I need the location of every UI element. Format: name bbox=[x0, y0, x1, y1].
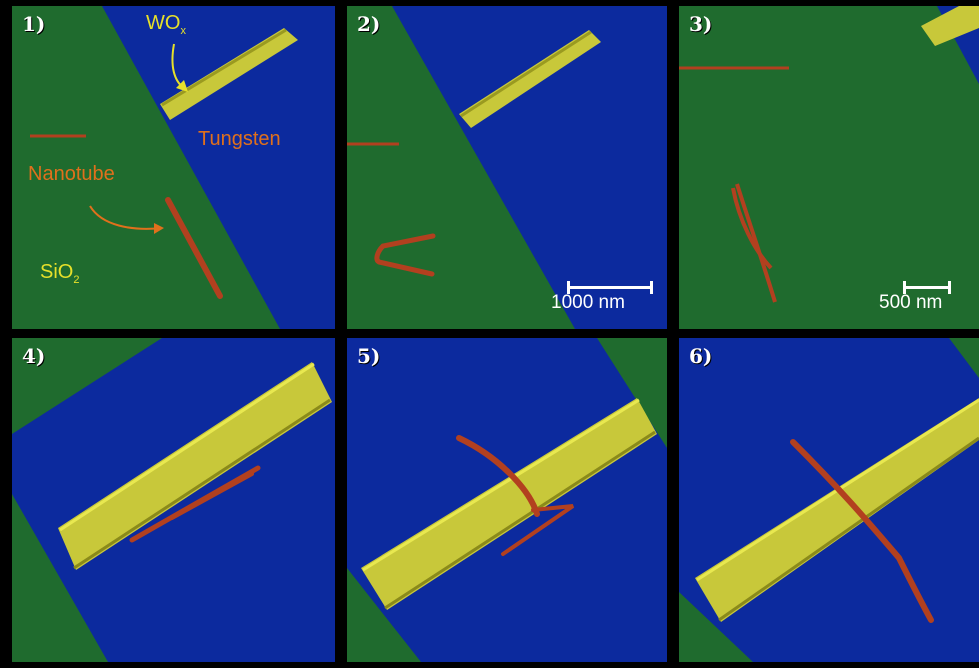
scale-bar-line bbox=[567, 281, 653, 294]
afm-panel-6: 6) bbox=[679, 338, 979, 662]
scale-bar: 1000 nm bbox=[551, 281, 661, 314]
oxide-label-sub: x bbox=[180, 25, 186, 37]
afm-panel-2: 2) 1000 nm bbox=[347, 6, 667, 329]
oxide-label-main: WO bbox=[146, 12, 181, 34]
panel-number: 3) bbox=[689, 12, 713, 36]
substrate-label: SiO2 bbox=[40, 261, 79, 286]
tungsten-label: Tungsten bbox=[198, 128, 281, 150]
oxide-label: WOx bbox=[146, 12, 186, 37]
afm-panel-1: 1) WOx Tungsten Nanotube SiO2 bbox=[12, 6, 335, 329]
panel-number: 6) bbox=[689, 344, 713, 368]
panel-number: 1) bbox=[22, 12, 46, 36]
scale-bar-label: 1000 nm bbox=[551, 292, 625, 313]
afm-panel-4: 4) bbox=[12, 338, 335, 662]
scale-bar-line bbox=[903, 281, 951, 294]
panel-number: 4) bbox=[22, 344, 46, 368]
afm-image-2 bbox=[347, 6, 667, 329]
scale-bar: 500 nm bbox=[879, 281, 979, 314]
nanotube-label: Nanotube bbox=[28, 163, 115, 185]
afm-panel-3: 3) 500 nm bbox=[679, 6, 979, 329]
panel-number: 5) bbox=[357, 344, 381, 368]
afm-image-5 bbox=[347, 338, 667, 662]
substrate-label-sub: 2 bbox=[73, 274, 80, 286]
afm-image-1 bbox=[12, 6, 335, 329]
substrate-label-main: SiO bbox=[40, 261, 74, 283]
afm-panel-5: 5) bbox=[347, 338, 667, 662]
afm-image-4 bbox=[12, 338, 335, 662]
afm-image-3 bbox=[679, 6, 979, 329]
scale-bar-label: 500 nm bbox=[879, 292, 943, 313]
afm-image-6 bbox=[679, 338, 979, 662]
panel-number: 2) bbox=[357, 12, 381, 36]
